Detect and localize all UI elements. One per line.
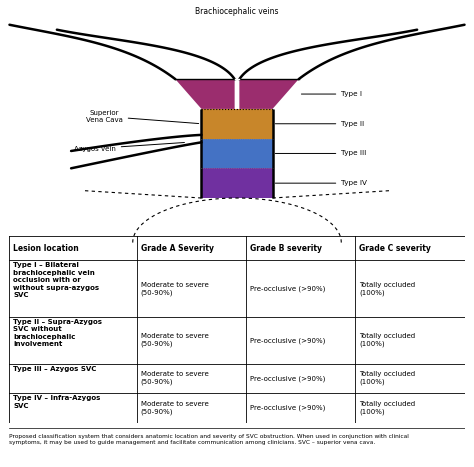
Text: Grade A Severity: Grade A Severity	[140, 244, 213, 253]
Text: Type IV: Type IV	[275, 180, 367, 186]
Text: Totally occluded
(100%): Totally occluded (100%)	[359, 333, 415, 347]
Text: Grade C severity: Grade C severity	[359, 244, 431, 253]
Text: Lesion location: Lesion location	[13, 244, 79, 253]
Text: Type III – Azygos SVC: Type III – Azygos SVC	[13, 366, 97, 372]
Text: Pre-occlusive (>90%): Pre-occlusive (>90%)	[250, 375, 325, 382]
Text: Superior
Vena Cava: Superior Vena Cava	[86, 110, 199, 124]
Text: Type I – Bilateral
brachiocephalic vein
occlusion with or
without supra-azygos
S: Type I – Bilateral brachiocephalic vein …	[13, 262, 99, 298]
Text: Grade B severity: Grade B severity	[250, 244, 322, 253]
Text: Moderate to severe
(50-90%): Moderate to severe (50-90%)	[140, 401, 208, 415]
Polygon shape	[239, 79, 299, 109]
Text: Type IV – Infra-Azygos
SVC: Type IV – Infra-Azygos SVC	[13, 395, 100, 409]
Text: Pre-occlusive (>90%): Pre-occlusive (>90%)	[250, 285, 325, 292]
Polygon shape	[175, 79, 235, 109]
Text: Moderate to severe
(50-90%): Moderate to severe (50-90%)	[140, 282, 208, 296]
Bar	[201, 139, 273, 168]
Text: Moderate to severe
(50-90%): Moderate to severe (50-90%)	[140, 333, 208, 347]
Text: Type II – Supra-Azygos
SVC without
brachiocephalic
involvement: Type II – Supra-Azygos SVC without brach…	[13, 319, 102, 347]
Text: Brachiocephalic veins: Brachiocephalic veins	[195, 7, 279, 15]
Text: Totally occluded
(100%): Totally occluded (100%)	[359, 401, 415, 415]
Text: Totally occluded
(100%): Totally occluded (100%)	[359, 282, 415, 296]
Text: Pre-occlusive (>90%): Pre-occlusive (>90%)	[250, 404, 325, 411]
Text: Type II: Type II	[275, 121, 365, 127]
Text: Totally occluded
(100%): Totally occluded (100%)	[359, 371, 415, 385]
Text: Type I: Type I	[301, 91, 362, 97]
Text: Moderate to severe
(50-90%): Moderate to severe (50-90%)	[140, 371, 208, 385]
Bar	[201, 109, 273, 139]
Text: Azygos vein: Azygos vein	[74, 142, 184, 151]
Text: Pre-occlusive (>90%): Pre-occlusive (>90%)	[250, 337, 325, 344]
Bar	[201, 168, 273, 198]
Text: Type III: Type III	[275, 150, 366, 156]
Text: Proposed classification system that considers anatomic location and severity of : Proposed classification system that cons…	[9, 434, 410, 446]
